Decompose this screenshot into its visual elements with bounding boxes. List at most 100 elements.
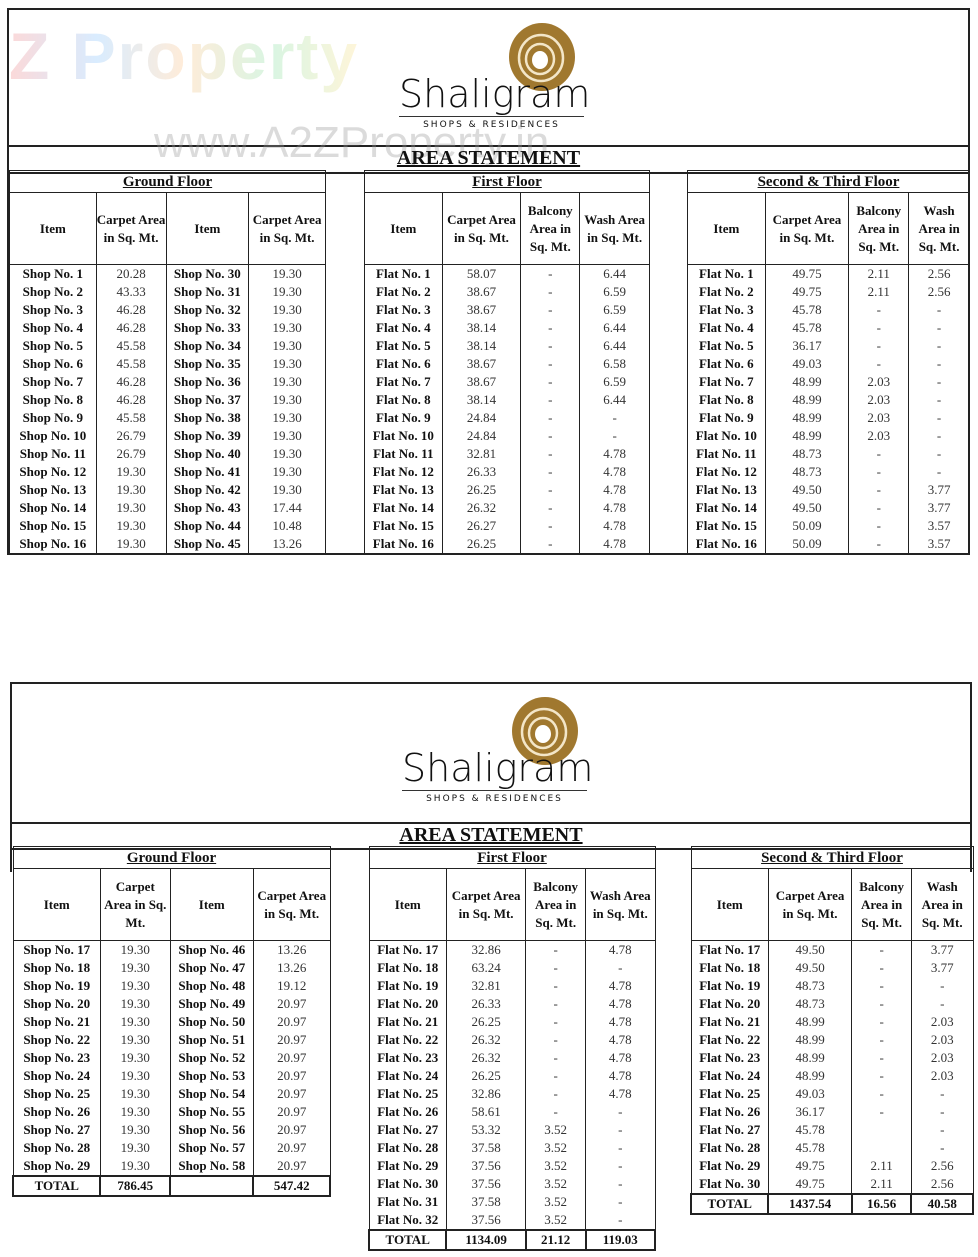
table-row: Shop No. 9 45.58 Shop No. 38 19.30 (9, 409, 326, 427)
item-name: Shop No. 41 (165, 463, 250, 481)
area-value: - (848, 499, 910, 517)
area-value: 38.67 (441, 373, 522, 391)
area-value: - (908, 373, 970, 391)
item-name: Shop No. 5 (9, 337, 97, 355)
item-name: Shop No. 29 (12, 1157, 101, 1176)
area-value: 45.78 (767, 1121, 853, 1139)
area-value: - (525, 1031, 587, 1049)
item-name: Flat No. 14 (687, 499, 766, 517)
area-value: 48.99 (764, 409, 850, 427)
table-row: Flat No. 20 26.33-4.78 (368, 995, 656, 1013)
area-value: - (851, 1013, 912, 1031)
area-value: - (520, 283, 581, 301)
area-statement-sheet: Z Property Shaligram SHOPS & RESIDENCES www… (7, 8, 970, 555)
area-value: 19.30 (248, 373, 326, 391)
logo-area: Shaligram SHOPS & RESIDENCES (12, 684, 970, 824)
spiral-logo-icon (507, 20, 577, 92)
area-value: 2.11 (851, 1175, 912, 1194)
area-value: - (585, 1103, 656, 1121)
area-value: - (851, 977, 912, 995)
total-value: 547.42 (252, 1175, 331, 1197)
area-value: 4.78 (585, 1085, 656, 1103)
table-row: Flat No. 20 48.73- - (690, 995, 974, 1013)
area-value: 50.09 (764, 535, 850, 554)
area-value: 37.58 (445, 1193, 527, 1211)
item-name: Shop No. 23 (12, 1049, 101, 1067)
item-name: Shop No. 48 (169, 977, 254, 995)
item-name: Flat No. 23 (368, 1049, 447, 1067)
table-row: Shop No. 29 19.30 Shop No. 58 20.97 (12, 1157, 331, 1176)
total-row: TOTAL 1437.54 16.56 40.58 (689, 1193, 974, 1215)
area-value: 46.28 (95, 319, 167, 337)
area-value: - (851, 959, 912, 977)
total-label: TOTAL (11, 1175, 102, 1197)
area-value: 45.58 (95, 337, 167, 355)
item-name: Flat No. 13 (364, 481, 443, 499)
area-value: - (520, 301, 581, 319)
area-value: 2.56 (908, 283, 970, 301)
table-row: Flat No. 16 26.25-4.78 (364, 535, 650, 554)
item-name: Flat No. 19 (690, 977, 769, 995)
item-name: Flat No. 3 (687, 301, 766, 319)
item-name: Flat No. 19 (368, 977, 447, 995)
item-name: Flat No. 12 (687, 463, 766, 481)
area-value: 3.57 (908, 517, 970, 535)
table-row: Flat No. 29 37.56 3.52- (368, 1157, 656, 1175)
area-value: - (848, 517, 910, 535)
area-value: 49.75 (764, 283, 850, 301)
item-name: Flat No. 20 (368, 995, 447, 1013)
area-value: 6.44 (579, 264, 650, 283)
table-row: Flat No. 25 32.86-4.78 (368, 1085, 656, 1103)
table-row: Shop No. 26 19.30 Shop No. 55 20.97 (12, 1103, 331, 1121)
item-name: Shop No. 20 (12, 995, 101, 1013)
item-name: Shop No. 16 (9, 535, 97, 554)
area-value: 6.44 (579, 337, 650, 355)
area-value: 49.50 (764, 481, 850, 499)
table-row: Shop No. 15 19.30 Shop No. 44 10.48 (9, 517, 326, 535)
area-value: - (848, 535, 910, 554)
table-row: Flat No. 12 48.73- - (687, 463, 970, 481)
table-row: Shop No. 22 19.30 Shop No. 51 20.97 (12, 1031, 331, 1049)
area-value: - (908, 355, 970, 373)
table-row: Flat No. 11 32.81-4.78 (364, 445, 650, 463)
area-value: 49.03 (767, 1085, 853, 1103)
area-value: 4.78 (579, 499, 650, 517)
area-value: - (585, 1175, 656, 1193)
logo-tagline: SHOPS & RESIDENCES (402, 790, 587, 804)
area-value: 19.30 (99, 1067, 171, 1085)
table-row: Flat No. 28 45.78 - (690, 1139, 974, 1157)
area-value: 37.56 (445, 1175, 527, 1193)
first-floor-table: First Floor Item Carpet Area in Sq. Mt. Bal… (367, 846, 657, 1251)
item-name: Shop No. 8 (9, 391, 97, 409)
item-name: Flat No. 4 (364, 319, 443, 337)
column-header: Item (690, 868, 769, 941)
item-name: Flat No. 27 (690, 1121, 769, 1139)
item-name: Flat No. 9 (687, 409, 766, 427)
item-name: Flat No. 30 (690, 1175, 769, 1194)
table-row: Flat No. 25 49.03- - (690, 1085, 974, 1103)
area-value: 48.99 (767, 1067, 853, 1085)
area-value: 19.30 (95, 535, 167, 554)
item-name: Shop No. 7 (9, 373, 97, 391)
area-value: 20.97 (252, 1013, 331, 1031)
area-value: - (579, 409, 650, 427)
area-value: 19.30 (99, 1013, 171, 1031)
area-value: 45.78 (764, 319, 850, 337)
table-row: Flat No. 13 26.25-4.78 (364, 481, 650, 499)
area-value: 3.52 (525, 1157, 587, 1175)
area-value: 2.03 (910, 1049, 974, 1067)
area-value: 26.25 (441, 535, 522, 554)
area-value: - (910, 977, 974, 995)
area-value: - (520, 535, 581, 554)
item-name: Shop No. 42 (165, 481, 250, 499)
area-value: 32.86 (445, 1085, 527, 1103)
item-name: Shop No. 49 (169, 995, 254, 1013)
item-name: Shop No. 9 (9, 409, 97, 427)
item-name: Flat No. 15 (687, 517, 766, 535)
item-name: Shop No. 10 (9, 427, 97, 445)
item-name: Flat No. 24 (690, 1067, 769, 1085)
area-value: 4.78 (579, 481, 650, 499)
item-name: Shop No. 54 (169, 1085, 254, 1103)
area-value: - (585, 959, 656, 977)
item-name: Flat No. 29 (690, 1157, 769, 1175)
